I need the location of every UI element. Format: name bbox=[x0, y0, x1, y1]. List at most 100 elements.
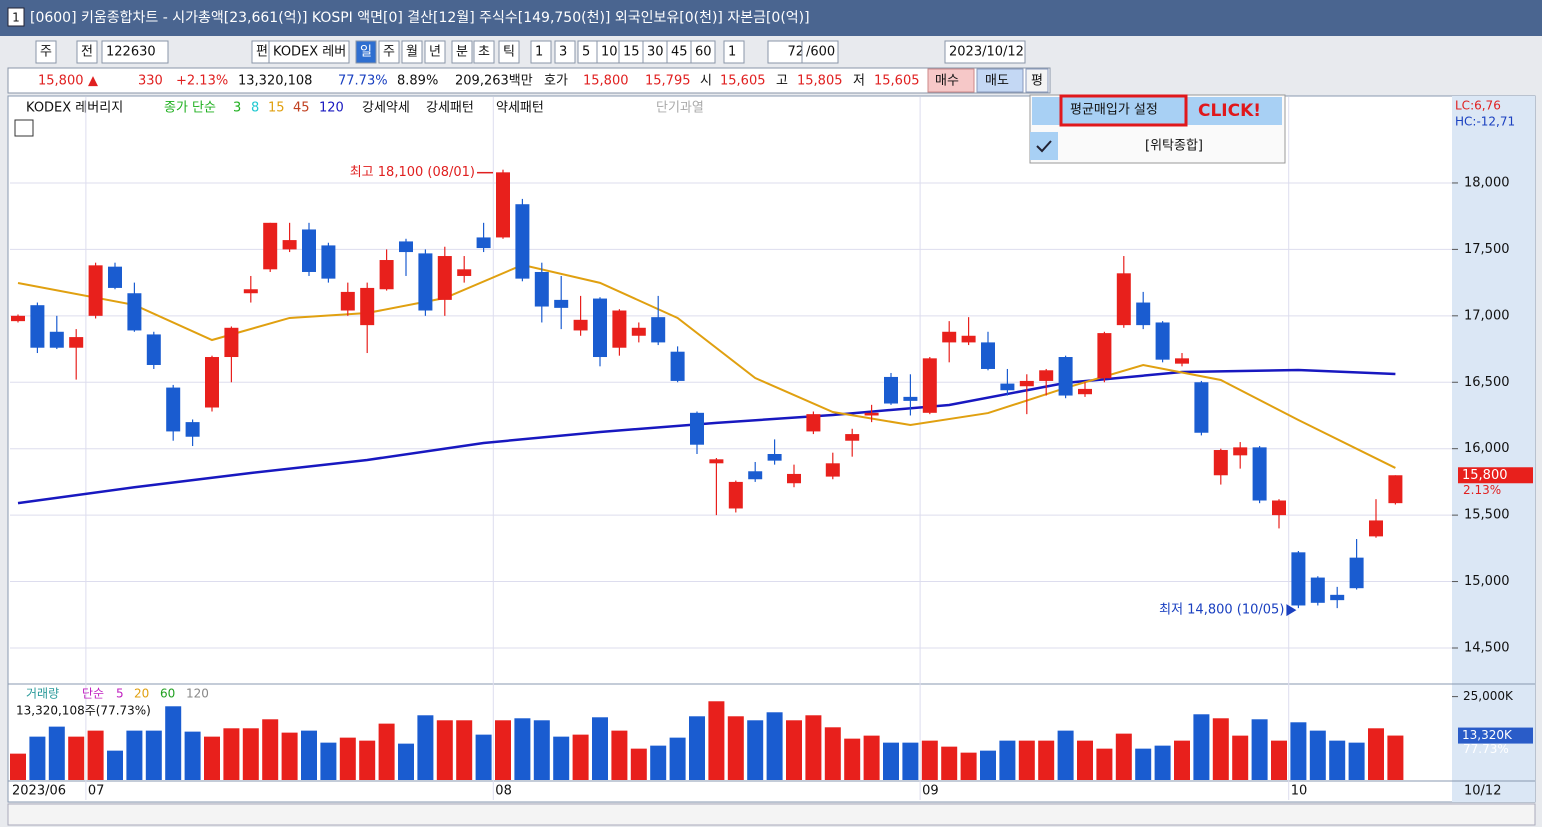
candle-body bbox=[884, 376, 898, 404]
candle-body bbox=[690, 412, 704, 445]
candle-body bbox=[1136, 302, 1151, 326]
volume-bar bbox=[107, 750, 123, 780]
buy-button[interactable] bbox=[927, 68, 975, 93]
menu-highlight[interactable] bbox=[1032, 97, 1282, 125]
volume-legend: 60 bbox=[160, 687, 175, 701]
legend-ma-period: 120 bbox=[319, 101, 344, 116]
toolbar-label: /600 bbox=[806, 45, 835, 60]
toolbar-label: KODEX 레버 bbox=[273, 45, 346, 60]
toolbar-button[interactable] bbox=[401, 40, 423, 64]
info-value: 330 bbox=[138, 74, 163, 89]
candle-body bbox=[728, 481, 743, 509]
x-tick-label: 10 bbox=[1291, 784, 1308, 799]
volume-bar bbox=[553, 736, 570, 780]
volume-bar bbox=[708, 701, 725, 780]
volume-bar bbox=[844, 738, 861, 780]
volume-bar bbox=[805, 715, 822, 780]
legend-ma-period: 15 bbox=[268, 101, 285, 116]
toolbar-button[interactable] bbox=[530, 40, 552, 64]
volume-bar bbox=[572, 734, 589, 780]
volume-bar bbox=[378, 723, 395, 780]
volume-bar bbox=[165, 706, 182, 780]
volume-bar bbox=[1193, 714, 1210, 780]
volume-bar bbox=[1271, 740, 1287, 780]
y-tick-label: 18,000 bbox=[1464, 175, 1510, 190]
volume-bar bbox=[223, 728, 240, 780]
toolbar-button[interactable] bbox=[451, 40, 473, 64]
current-price-box bbox=[1458, 467, 1533, 484]
toolbar-button[interactable] bbox=[498, 40, 520, 64]
candle-body bbox=[49, 331, 64, 348]
candle-body bbox=[69, 337, 84, 348]
volume-bar bbox=[514, 718, 531, 780]
toolbar-button[interactable] bbox=[554, 40, 576, 64]
candle-body bbox=[1388, 475, 1403, 504]
toolbar-button[interactable] bbox=[944, 40, 1026, 64]
candle-body bbox=[399, 241, 413, 253]
toolbar-label: 주 bbox=[383, 45, 395, 60]
candle-body bbox=[612, 310, 627, 348]
volume-legend: 120 bbox=[186, 687, 209, 701]
candle-body bbox=[476, 237, 491, 249]
tab-icon[interactable] bbox=[7, 7, 25, 27]
candle-body bbox=[224, 327, 239, 358]
menu-item[interactable]: [위탁종합] bbox=[1145, 139, 1203, 154]
candle-body bbox=[185, 422, 200, 437]
avg-button[interactable] bbox=[1025, 68, 1049, 93]
info-value: 15,800 bbox=[38, 74, 84, 89]
x-tick-label: 2023/06 bbox=[12, 784, 66, 799]
toolbar-button[interactable] bbox=[723, 40, 745, 64]
toolbar-button[interactable] bbox=[101, 40, 169, 64]
volume-bar bbox=[1174, 740, 1190, 780]
volume-bar bbox=[766, 712, 783, 780]
toolbar-button[interactable] bbox=[424, 40, 446, 64]
candle-body bbox=[282, 240, 297, 250]
volume-bar bbox=[1368, 728, 1384, 780]
sell-button[interactable] bbox=[976, 68, 1024, 93]
toolbar-button[interactable] bbox=[355, 40, 377, 64]
toolbar-button[interactable] bbox=[35, 40, 57, 64]
info-value: 15,605 bbox=[874, 74, 920, 89]
current-price: 15,800 bbox=[1462, 468, 1508, 483]
grid-icon[interactable] bbox=[14, 119, 34, 137]
volume-bar bbox=[960, 752, 977, 780]
candle-body bbox=[1155, 322, 1170, 360]
volume-bar bbox=[689, 716, 705, 780]
candle-body bbox=[340, 291, 355, 311]
toolbar-button[interactable] bbox=[690, 40, 716, 64]
toolbar-label: 15 bbox=[623, 45, 640, 60]
candle-body bbox=[748, 471, 763, 480]
candle-body bbox=[1272, 500, 1286, 516]
change-label: 2.13% bbox=[1463, 483, 1501, 497]
scroll-bar[interactable] bbox=[7, 803, 1536, 826]
volume-bar bbox=[611, 730, 628, 780]
toolbar-button[interactable] bbox=[378, 40, 400, 64]
menu-item[interactable]: 평균매입가 설정 bbox=[1070, 103, 1158, 118]
toolbar-button[interactable] bbox=[473, 40, 495, 64]
volume-bar bbox=[87, 730, 104, 780]
candle-body bbox=[670, 351, 685, 381]
info-value: 저 bbox=[853, 74, 865, 89]
candle-body bbox=[1369, 520, 1383, 537]
volume-bar bbox=[669, 737, 686, 780]
tab-number: 1 bbox=[12, 11, 20, 25]
toolbar-button[interactable] bbox=[801, 40, 839, 64]
volume-bar bbox=[999, 740, 1016, 780]
toolbar-button[interactable] bbox=[268, 40, 350, 64]
volume-bar bbox=[1232, 735, 1249, 780]
candle-body bbox=[1039, 370, 1054, 381]
candle-body bbox=[1310, 577, 1325, 603]
toolbar-button[interactable] bbox=[76, 40, 98, 64]
volume-bar bbox=[184, 731, 201, 780]
toolbar-label: 122630 bbox=[106, 45, 156, 60]
volume-bar bbox=[359, 740, 376, 780]
y-tick-label: 16,000 bbox=[1464, 441, 1510, 456]
candle-body bbox=[845, 434, 860, 441]
volume-summary: 13,320,108주(77.73%) bbox=[16, 704, 151, 718]
candle-body bbox=[534, 271, 549, 307]
info-value: 평 bbox=[1031, 74, 1043, 89]
volume-bar bbox=[1115, 733, 1132, 780]
candle-body bbox=[787, 473, 801, 484]
info-bar bbox=[7, 67, 1051, 94]
toolbar-label: 일 bbox=[360, 45, 372, 60]
